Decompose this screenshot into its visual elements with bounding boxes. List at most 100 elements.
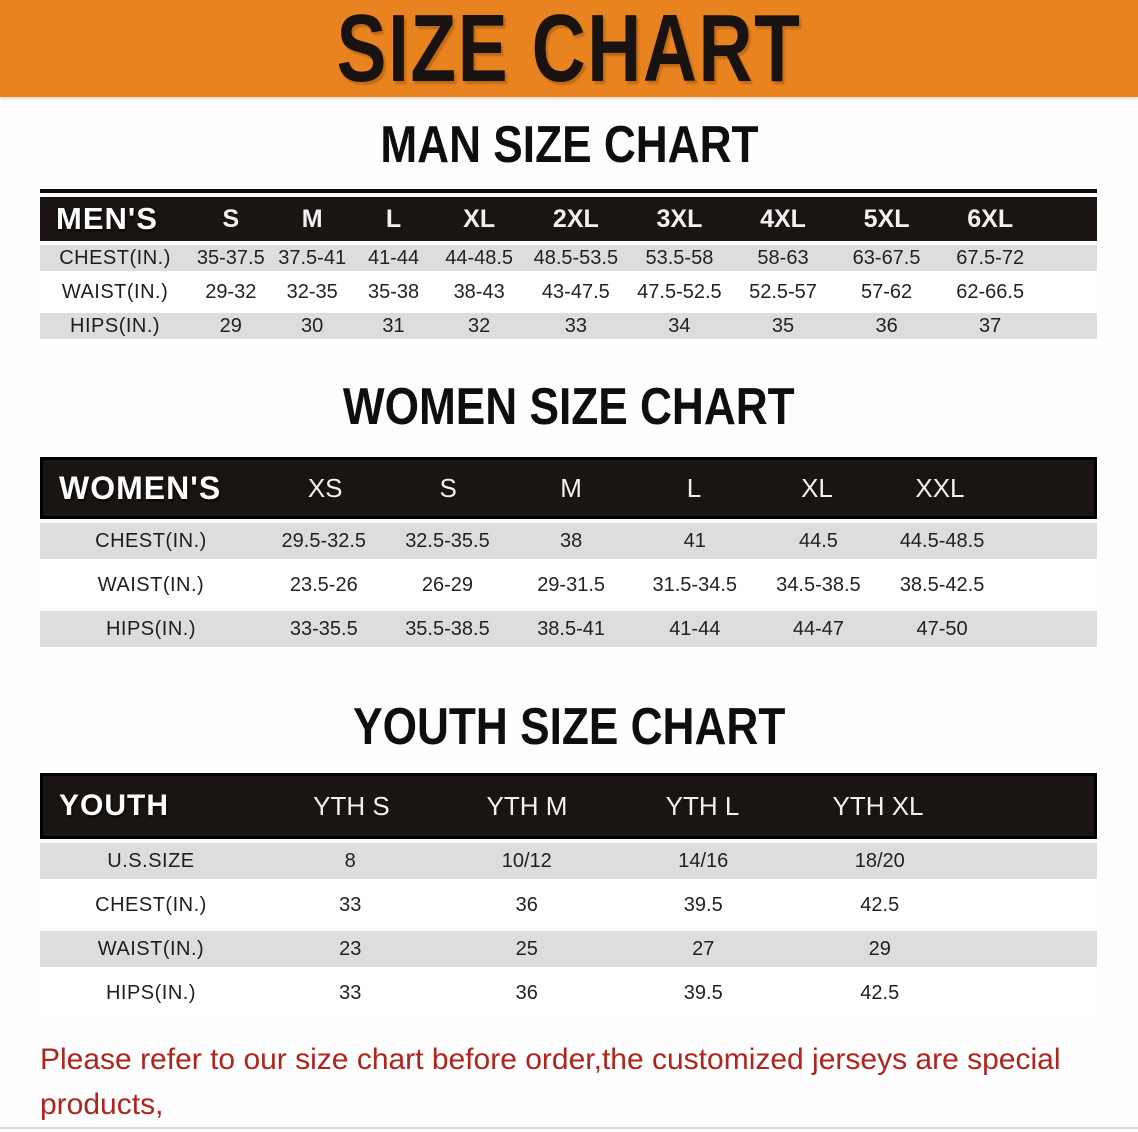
women-size-col-l: L xyxy=(686,472,702,503)
women-waist-value: 23.5-26 xyxy=(289,573,358,596)
men-waist-value: 43-47.5 xyxy=(541,280,610,303)
men-chest-value: 41-44 xyxy=(367,246,420,269)
youth-waist-row: WAIST(IN.) 23 25 27 29 xyxy=(40,927,1097,971)
women-size-col-xl: XL xyxy=(801,472,833,503)
women-chest-value: 29.5-32.5 xyxy=(281,529,367,552)
men-waist-value: 35-38 xyxy=(367,280,420,303)
women-hips-value: 47-50 xyxy=(916,617,968,640)
women-waist-value: 29-31.5 xyxy=(537,573,606,596)
youth-ussize-value: 8 xyxy=(344,849,356,872)
men-chest-row: CHEST(IN.) 35-37.5 37.5-41 41-44 44-48.5… xyxy=(40,241,1097,275)
banner-title: SIZE CHART xyxy=(336,0,802,102)
women-hips-label: HIPS(IN.) xyxy=(105,617,197,640)
men-hips-label: HIPS(IN.) xyxy=(70,314,161,337)
youth-section-heading: YOUTH SIZE CHART xyxy=(0,699,1138,755)
women-size-col-xxl: XXL xyxy=(915,472,965,503)
women-hips-value: 38.5-41 xyxy=(537,617,606,640)
youth-waist-label: WAIST(IN.) xyxy=(97,937,205,960)
youth-ussize-label: U.S.SIZE xyxy=(107,849,195,872)
men-hips-value: 33 xyxy=(564,314,587,337)
women-hips-value: 44-47 xyxy=(792,617,844,640)
men-size-col-2xl: 2XL xyxy=(552,204,599,233)
men-waist-label: WAIST(IN.) xyxy=(61,280,169,303)
youth-chest-row: CHEST(IN.) 33 36 39.5 42.5 xyxy=(40,883,1097,927)
women-size-col-m: M xyxy=(560,472,582,503)
men-size-col-m: M xyxy=(301,204,323,233)
youth-size-table: YOUTH YTH S YTH M YTH L YTH XL U.S.SIZE … xyxy=(40,773,1097,1015)
women-waist-value: 34.5-38.5 xyxy=(776,573,861,596)
youth-size-col-s: YTH S xyxy=(313,790,390,821)
men-table-topline xyxy=(40,189,1097,193)
women-table-header-row: WOMEN'S XS S M L XL XXL xyxy=(40,457,1097,519)
women-hips-row: HIPS(IN.) 33-35.5 35.5-38.5 38.5-41 41-4… xyxy=(40,607,1097,651)
men-chest-value: 63-67.5 xyxy=(852,246,921,269)
disclaimer: Please refer to our size chart before or… xyxy=(40,1037,1118,1132)
youth-hips-value: 39.5 xyxy=(683,981,723,1004)
women-chest-row: CHEST(IN.) 29.5-32.5 32.5-35.5 38 41 44.… xyxy=(40,519,1097,563)
men-chest-value: 37.5-41 xyxy=(278,246,347,269)
youth-ussize-value: 14/16 xyxy=(678,849,729,872)
youth-size-col-m: YTH M xyxy=(486,790,568,821)
youth-hips-row: HIPS(IN.) 33 36 39.5 42.5 xyxy=(40,971,1097,1015)
disclaimer-line-1: Please refer to our size chart before or… xyxy=(40,1043,1061,1121)
men-hips-value: 30 xyxy=(301,314,324,337)
women-hips-value: 35.5-38.5 xyxy=(405,617,490,640)
men-waist-value: 47.5-52.5 xyxy=(637,280,722,303)
women-section-heading: WOMEN SIZE CHART xyxy=(0,379,1138,435)
women-waist-value: 26-29 xyxy=(421,573,474,596)
youth-chest-value: 33 xyxy=(339,893,362,916)
women-chest-value: 44.5-48.5 xyxy=(899,529,985,552)
men-chest-value: 44-48.5 xyxy=(445,246,514,269)
men-size-col-xl: XL xyxy=(463,204,496,233)
men-waist-value: 57-62 xyxy=(861,280,913,303)
women-chest-value: 38 xyxy=(559,529,583,552)
men-chest-value: 48.5-53.5 xyxy=(533,246,619,269)
men-size-col-l: L xyxy=(385,204,402,233)
men-waist-value: 38-43 xyxy=(453,280,505,303)
men-hips-value: 32 xyxy=(468,314,491,337)
youth-waist-value: 23 xyxy=(339,937,362,960)
youth-hips-value: 33 xyxy=(339,981,362,1004)
men-size-col-6xl: 6XL xyxy=(967,204,1014,233)
women-table-title: WOMEN'S xyxy=(59,469,222,506)
men-waist-value: 32-35 xyxy=(286,280,338,303)
women-hips-value: 33-35.5 xyxy=(289,617,358,640)
women-hips-value: 41-44 xyxy=(669,617,721,640)
women-chest-value: 41 xyxy=(683,529,706,552)
youth-size-col-xl: YTH XL xyxy=(832,790,924,821)
youth-chest-value: 39.5 xyxy=(683,893,723,916)
men-table-title: MEN'S xyxy=(56,201,158,236)
men-waist-row: WAIST(IN.) 29-32 32-35 35-38 38-43 43-47… xyxy=(40,275,1097,309)
women-waist-value: 31.5-34.5 xyxy=(652,573,738,596)
youth-waist-value: 25 xyxy=(515,937,538,960)
women-chest-value: 44.5 xyxy=(798,529,838,552)
men-chest-value: 67.5-72 xyxy=(956,246,1025,269)
women-size-col-s: S xyxy=(439,472,457,503)
youth-hips-label: HIPS(IN.) xyxy=(105,981,197,1004)
women-waist-value: 38.5-42.5 xyxy=(899,573,985,596)
men-heading-text: MAN SIZE CHART xyxy=(379,116,759,174)
men-hips-value: 31 xyxy=(382,314,405,337)
women-heading-text: WOMEN SIZE CHART xyxy=(343,378,795,436)
men-chest-value: 53.5-58 xyxy=(645,246,714,269)
banner: SIZE CHART xyxy=(0,0,1138,97)
men-hips-value: 35 xyxy=(771,314,795,337)
women-waist-row: WAIST(IN.) 23.5-26 26-29 29-31.5 31.5-34… xyxy=(40,563,1097,607)
men-table-header-row: MEN'S S M L XL 2XL 3XL 4XL 5XL 6XL xyxy=(40,197,1097,241)
men-chest-label: CHEST(IN.) xyxy=(59,246,171,269)
youth-waist-value: 29 xyxy=(868,937,891,960)
men-hips-value: 37 xyxy=(979,314,1002,337)
youth-chest-value: 36 xyxy=(515,893,538,916)
youth-hips-value: 36 xyxy=(515,981,538,1004)
youth-heading-text: YOUTH SIZE CHART xyxy=(352,698,786,756)
men-hips-row: HIPS(IN.) 29 30 31 32 33 34 35 36 37 xyxy=(40,309,1097,343)
youth-chest-label: CHEST(IN.) xyxy=(95,893,207,916)
men-size-table: MEN'S S M L XL 2XL 3XL 4XL 5XL 6XL CHEST… xyxy=(40,197,1097,343)
youth-waist-value: 27 xyxy=(692,937,715,960)
men-size-col-4xl: 4XL xyxy=(760,204,806,233)
youth-ussize-value: 18/20 xyxy=(854,849,905,872)
youth-table-header-row: YOUTH YTH S YTH M YTH L YTH XL xyxy=(40,773,1097,839)
men-waist-value: 52.5-57 xyxy=(749,280,817,303)
women-chest-value: 32.5-35.5 xyxy=(405,529,490,552)
